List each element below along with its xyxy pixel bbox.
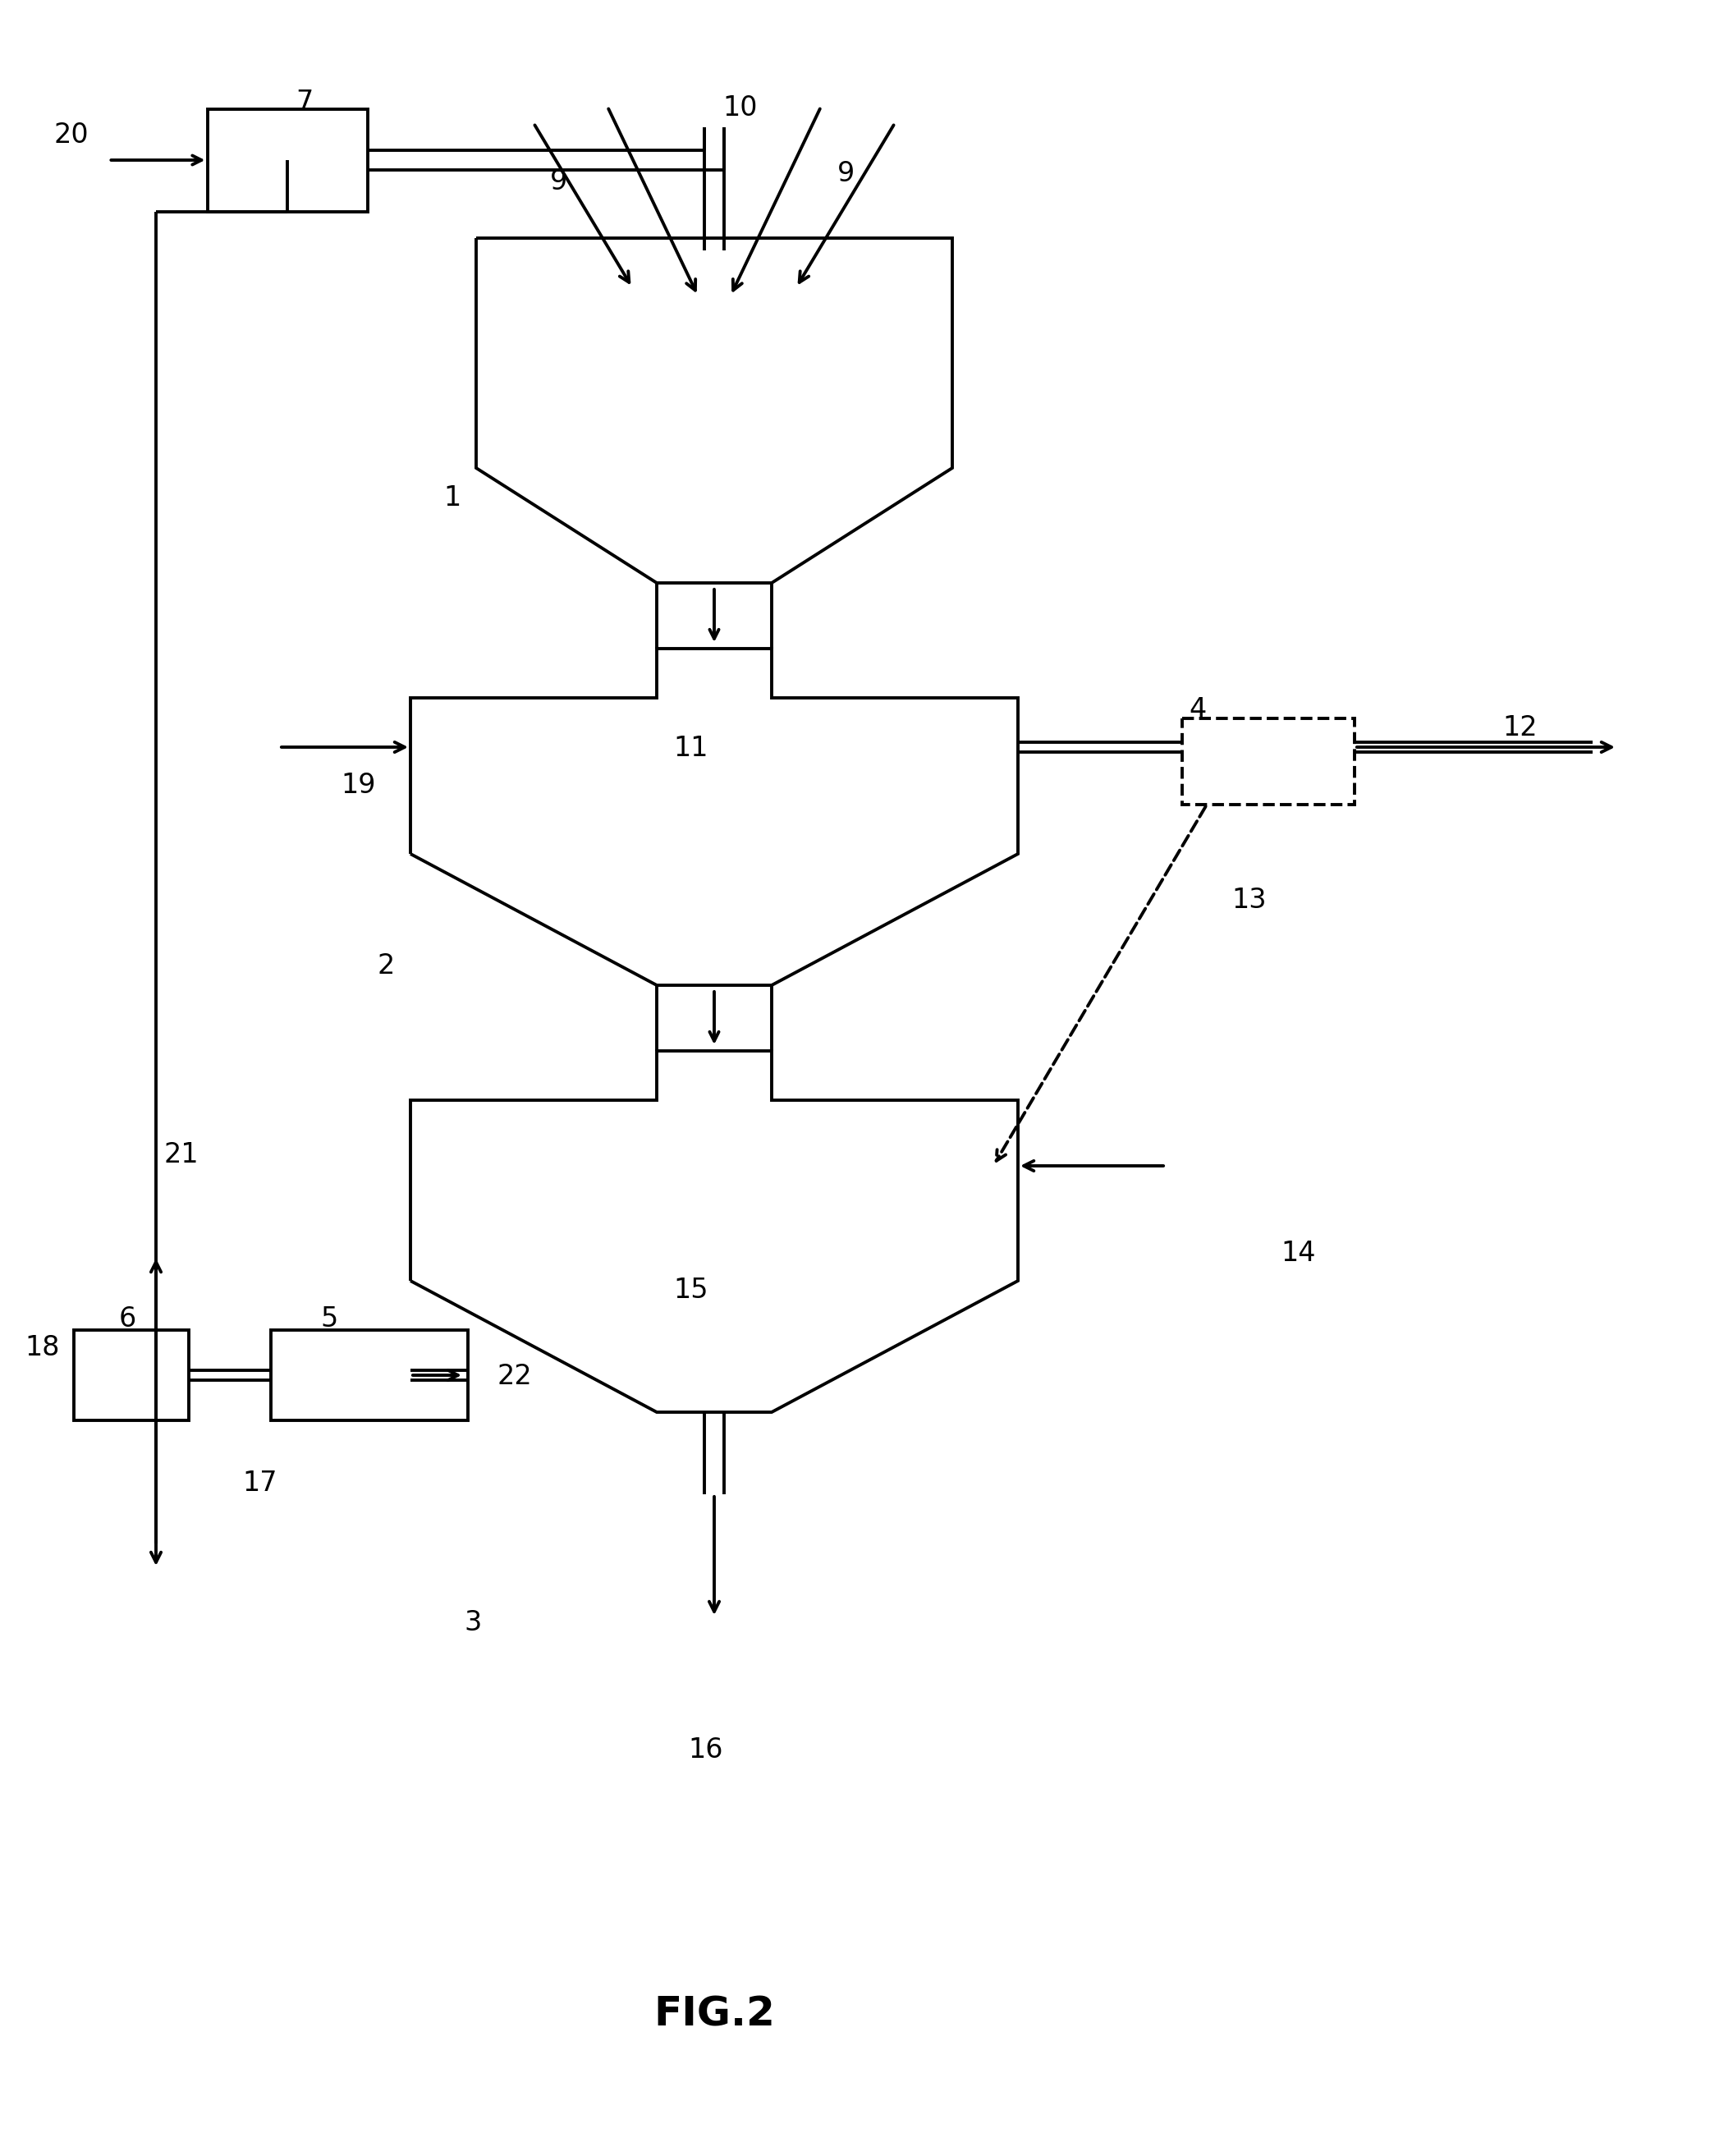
Bar xyxy=(270,1330,469,1421)
Text: 3: 3 xyxy=(463,1608,481,1636)
Text: 6: 6 xyxy=(120,1304,137,1332)
Text: 1: 1 xyxy=(443,485,460,511)
Text: 15: 15 xyxy=(674,1276,708,1304)
Text: 5: 5 xyxy=(320,1304,337,1332)
Text: 14: 14 xyxy=(1281,1240,1315,1268)
Text: 22: 22 xyxy=(496,1363,532,1391)
Bar xyxy=(1182,718,1354,804)
Text: 20: 20 xyxy=(53,121,89,149)
Text: 2: 2 xyxy=(378,953,395,979)
Text: 18: 18 xyxy=(24,1335,60,1360)
Text: 17: 17 xyxy=(243,1470,277,1496)
Text: 7: 7 xyxy=(296,88,313,116)
Text: 16: 16 xyxy=(687,1736,723,1764)
Text: 13: 13 xyxy=(1231,886,1267,914)
Text: 11: 11 xyxy=(674,735,708,761)
Text: 19: 19 xyxy=(340,772,376,800)
Text: FIG.2: FIG.2 xyxy=(653,1994,775,2035)
Text: 9: 9 xyxy=(838,160,855,188)
Text: 21: 21 xyxy=(164,1141,198,1169)
Text: 12: 12 xyxy=(1503,714,1537,742)
Text: 10: 10 xyxy=(722,95,758,121)
Text: 4: 4 xyxy=(1188,696,1206,722)
Bar xyxy=(207,108,368,211)
Text: 9: 9 xyxy=(551,168,568,196)
Bar xyxy=(74,1330,188,1421)
